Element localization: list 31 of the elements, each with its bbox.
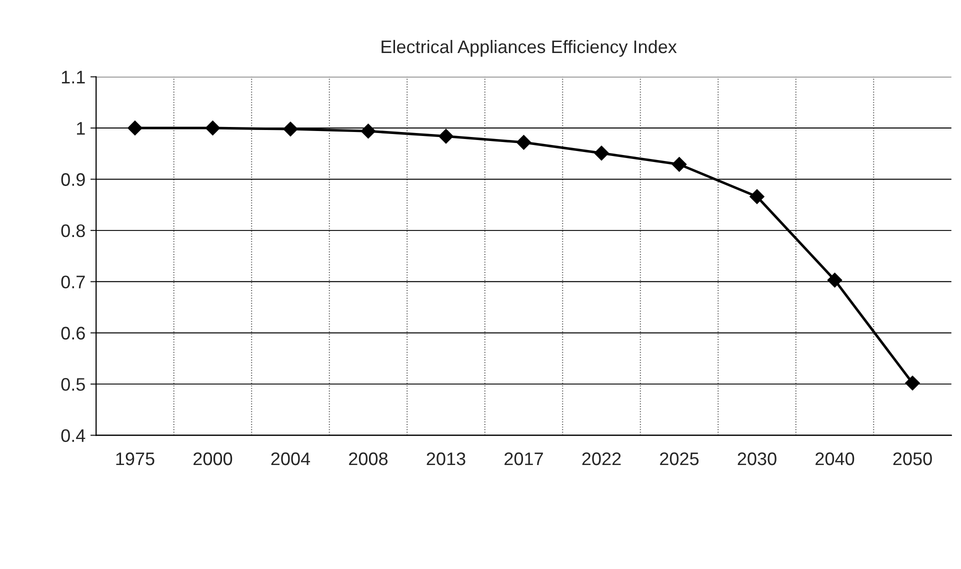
y-tick-label: 1	[77, 122, 85, 135]
x-tick-label: 1975	[116, 452, 154, 466]
y-tick-label: 0.6	[61, 326, 85, 340]
point	[360, 124, 376, 138]
y-tick-label: 0.7	[61, 276, 85, 288]
point	[750, 189, 764, 204]
point	[438, 128, 454, 144]
x-tick-label: 2013	[426, 452, 466, 466]
y-tick-label: 0.8	[61, 224, 85, 238]
point	[283, 122, 298, 136]
point	[128, 120, 142, 136]
point	[516, 134, 532, 150]
x-tick-label: 2050	[893, 452, 932, 466]
x-tick-label: 2017	[504, 452, 543, 466]
y-tick-label: 0.4	[61, 429, 86, 442]
x-tick-label: 2008	[349, 452, 388, 466]
x-tick-label: 2022	[582, 452, 621, 466]
x-tick-label: 2025	[660, 452, 699, 466]
x-tick-label: 2004	[271, 452, 310, 466]
x-tick-label: 2000	[194, 452, 232, 466]
y-tick-label: 0.5	[61, 378, 85, 391]
point	[594, 146, 609, 161]
x-tick-label: 2040	[816, 452, 854, 466]
point	[205, 120, 220, 136]
y-tick-label: 0.9	[61, 173, 85, 186]
point	[672, 156, 687, 172]
x-tick-label: 2030	[738, 452, 776, 466]
chart-title: Electrical Appliances Efficiency Index	[382, 40, 677, 57]
y-tick-label: 1.1	[62, 70, 85, 84]
point	[905, 376, 920, 390]
point	[827, 272, 842, 288]
